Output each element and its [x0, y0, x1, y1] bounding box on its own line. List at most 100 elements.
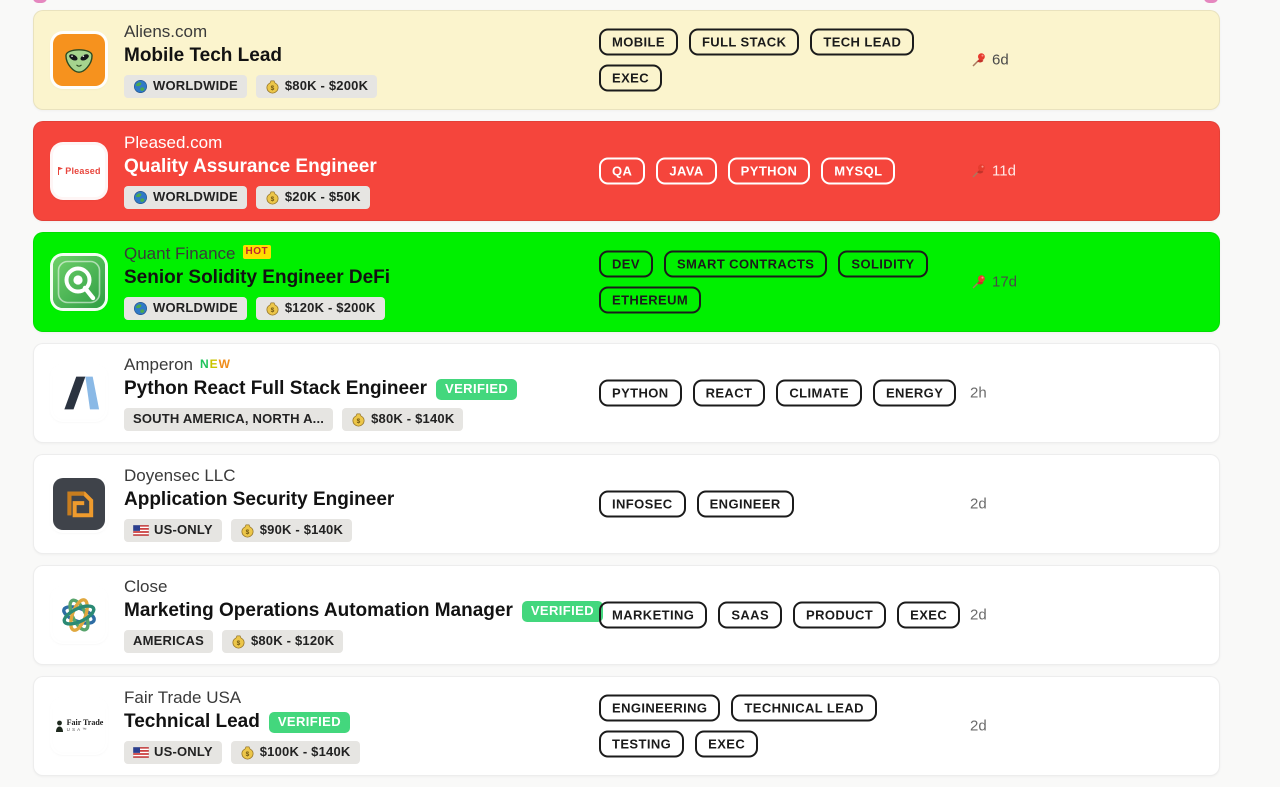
job-card[interactable]: Fair Trade U S A ™ Fair Trade USA Technical…: [33, 676, 1220, 776]
salary-pill[interactable]: $ $80K - $200K: [255, 75, 378, 99]
tag-pill[interactable]: JAVA: [656, 157, 717, 185]
job-card[interactable]: Aliens.com Mobile Tech Lead WORLDWIDE $ $80K…: [33, 10, 1220, 110]
job-info: Aliens.com Mobile Tech Lead WORLDWIDE $ $80K…: [124, 21, 378, 99]
pin-icon-wrap: [970, 52, 987, 69]
job-title[interactable]: Application Security Engineer: [124, 489, 395, 511]
tag-pill[interactable]: SOLIDITY: [838, 250, 928, 278]
tag-pill[interactable]: CLIMATE: [776, 379, 862, 407]
tag-pill[interactable]: PYTHON: [599, 379, 682, 407]
job-card[interactable]: Quant Finance HOT Senior Solidity Engineer…: [33, 232, 1220, 332]
tag-pill[interactable]: QA: [599, 157, 646, 185]
svg-text:$: $: [245, 529, 249, 536]
company-name[interactable]: Pleased.com: [124, 132, 223, 152]
location-pill[interactable]: WORLDWIDE: [124, 186, 247, 210]
job-title[interactable]: Python React Full Stack Engineer: [124, 378, 428, 400]
meta-pills: SOUTH AMERICA, NORTH A... $ $80K - $140K: [124, 408, 517, 432]
pin-icon-wrap: [970, 274, 987, 291]
job-card[interactable]: Close Marketing Operations Automation Man…: [33, 565, 1220, 665]
company-logo[interactable]: Pleased: [53, 145, 105, 197]
pill-label: $100K - $140K: [259, 744, 351, 760]
post-age-label: 2h: [970, 384, 987, 402]
tag-pill[interactable]: ENGINEERING: [599, 694, 721, 722]
job-card[interactable]: Pleased Pleased.com Quality Assurance Engi…: [33, 121, 1220, 221]
tag-pill[interactable]: PRODUCT: [793, 601, 887, 629]
salary-pill[interactable]: $ $100K - $140K: [230, 741, 360, 765]
verified-badge: VERIFIED: [268, 712, 351, 734]
post-age-label: 2d: [970, 717, 987, 735]
tag-pill[interactable]: PYTHON: [727, 157, 811, 185]
job-title[interactable]: Quality Assurance Engineer: [124, 156, 377, 178]
pill-label: $80K - $120K: [250, 633, 335, 649]
job-card[interactable]: Doyensec LLC Application Security Enginee…: [33, 454, 1220, 554]
post-age: 6d: [970, 52, 1009, 69]
post-age-label: 17d: [992, 273, 1018, 291]
location-pill[interactable]: US-ONLY: [124, 519, 222, 543]
post-age: 17d: [970, 274, 1017, 291]
tag-pill[interactable]: TECH LEAD: [810, 28, 915, 56]
us-flag-icon: [133, 747, 149, 759]
tag-pill[interactable]: ENERGY: [872, 379, 957, 407]
company-name[interactable]: Doyensec LLC: [124, 465, 236, 485]
tag-pill[interactable]: SAAS: [718, 601, 783, 629]
tag-pill[interactable]: MYSQL: [821, 157, 896, 185]
location-pill[interactable]: SOUTH AMERICA, NORTH A...: [124, 408, 334, 432]
post-age: 2d: [970, 607, 987, 624]
money-bag-icon: $: [266, 302, 279, 316]
tag-pill[interactable]: ENGINEER: [696, 490, 794, 518]
job-title[interactable]: Technical Lead: [124, 711, 260, 733]
tag-pill[interactable]: TECHNICAL LEAD: [731, 694, 877, 722]
company-logo[interactable]: [53, 256, 105, 308]
salary-pill[interactable]: $ $120K - $200K: [255, 297, 385, 321]
meta-pills: WORLDWIDE $ $20K - $50K: [124, 186, 377, 210]
job-info: Close Marketing Operations Automation Man…: [124, 576, 603, 654]
pill-label: $80K - $200K: [284, 78, 369, 94]
job-info: Doyensec LLC Application Security Enginee…: [124, 465, 395, 543]
salary-pill[interactable]: $ $80K - $140K: [342, 408, 464, 432]
money-bag-icon: $: [266, 80, 279, 94]
job-title[interactable]: Senior Solidity Engineer DeFi: [124, 267, 391, 289]
pill-label: $80K - $140K: [371, 411, 455, 427]
location-pill[interactable]: US-ONLY: [124, 741, 222, 765]
company-logo[interactable]: [53, 367, 105, 419]
company-logo[interactable]: [53, 34, 105, 86]
money-bag-icon: $: [241, 524, 254, 538]
company-logo[interactable]: [53, 478, 105, 530]
pill-label: SOUTH AMERICA, NORTH A...: [133, 411, 325, 427]
salary-pill[interactable]: $ $80K - $120K: [221, 630, 344, 654]
tag-pill[interactable]: EXEC: [897, 601, 961, 629]
company-name[interactable]: Aliens.com: [124, 21, 208, 41]
tag-pill[interactable]: TESTING: [599, 730, 685, 758]
job-info: Fair Trade USA Technical Lead VERIFIED US-O…: [124, 687, 360, 765]
money-bag-icon: $: [266, 191, 279, 205]
job-title[interactable]: Marketing Operations Automation Manager: [124, 600, 513, 622]
tag-pill[interactable]: DEV: [599, 250, 653, 278]
pill-label: US-ONLY: [154, 522, 213, 538]
tag-pill[interactable]: ETHEREUM: [599, 286, 702, 314]
tag-pill[interactable]: EXEC: [695, 730, 759, 758]
tag-pill[interactable]: FULL STACK: [688, 28, 800, 56]
job-card[interactable]: Amperon NEW Python React Full Stack Engine…: [33, 343, 1220, 443]
company-name[interactable]: Fair Trade USA: [124, 687, 242, 707]
tag-pill[interactable]: EXEC: [599, 64, 663, 92]
tag-pill[interactable]: MOBILE: [599, 28, 678, 56]
location-pill[interactable]: WORLDWIDE: [124, 75, 247, 99]
salary-pill[interactable]: $ $90K - $140K: [230, 519, 353, 543]
tag-pill[interactable]: MARKETING: [599, 601, 708, 629]
pill-label: $90K - $140K: [259, 522, 344, 538]
salary-pill[interactable]: $ $20K - $50K: [255, 186, 370, 210]
pill-label: $20K - $50K: [284, 189, 361, 205]
pill-label: AMERICAS: [133, 633, 204, 649]
company-name[interactable]: Quant Finance: [124, 243, 236, 263]
location-pill[interactable]: WORLDWIDE: [124, 297, 247, 321]
globe-icon: [134, 191, 147, 205]
tag-pill[interactable]: REACT: [692, 379, 766, 407]
tag-pill[interactable]: INFOSEC: [599, 490, 686, 518]
company-name[interactable]: Close: [124, 576, 168, 596]
tag-pill[interactable]: SMART CONTRACTS: [663, 250, 828, 278]
location-pill[interactable]: AMERICAS: [124, 630, 213, 654]
job-title[interactable]: Mobile Tech Lead: [124, 45, 283, 67]
company-logo[interactable]: Fair Trade U S A ™: [53, 700, 105, 752]
company-logo[interactable]: [53, 589, 105, 641]
company-name[interactable]: Amperon: [124, 354, 193, 374]
pleased-logo: Pleased: [57, 166, 101, 176]
